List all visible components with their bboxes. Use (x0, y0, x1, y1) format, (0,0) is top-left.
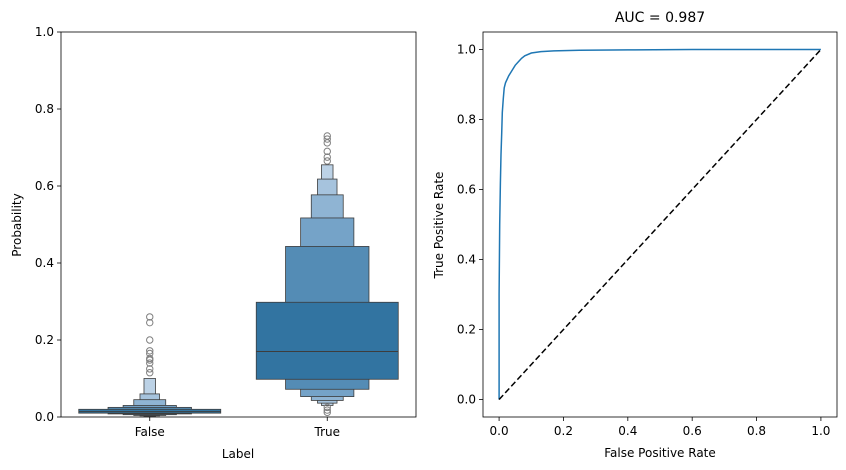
y-tick-label: 1.0 (35, 25, 54, 39)
x-tick-label: 0.0 (490, 424, 509, 438)
y-tick-label: 0.2 (457, 323, 476, 337)
y-tick-label: 0.0 (457, 393, 476, 407)
roc-curve-line (498, 48, 821, 400)
right-x-axis-label: False Positive Rate (604, 446, 716, 460)
x-tick-label: 0.6 (683, 424, 702, 438)
outlier-point (146, 318, 154, 327)
left-x-ticks: False True (135, 417, 340, 439)
outlier-point (146, 365, 154, 373)
outlier-point (323, 135, 331, 143)
left-y-axis-label: Probability (10, 193, 24, 256)
outlier-point (323, 403, 331, 412)
y-tick-label: 0.0 (35, 410, 54, 424)
right-y-ticks: 0.0 0.2 0.4 0.6 0.8 1.0 (457, 43, 483, 407)
left-x-axis-label: Label (222, 447, 254, 461)
y-tick-label: 0.2 (35, 333, 54, 347)
outlier-point (323, 408, 331, 417)
right-axes-frame (482, 31, 838, 418)
y-tick-label: 0.4 (35, 256, 54, 270)
left-axes-frame (60, 31, 417, 418)
x-tick-label: True (314, 425, 341, 439)
y-tick-label: 0.6 (35, 179, 54, 193)
x-tick-label: 0.4 (618, 424, 637, 438)
outlier-point (323, 147, 331, 156)
right-x-ticks: 0.0 0.2 0.4 0.6 0.8 1.0 (490, 417, 830, 438)
outlier-point (146, 356, 154, 364)
y-tick-label: 0.4 (457, 253, 476, 267)
right-chart-title: AUC = 0.987 (615, 10, 705, 26)
boxen-box (255, 301, 399, 380)
y-tick-label: 0.8 (35, 102, 54, 116)
y-tick-label: 0.6 (457, 183, 476, 197)
right-panel: AUC = 0.987 0.0 0.2 0.4 0.6 0.8 1.0 0.0 0.2 0.4… (432, 10, 838, 460)
y-tick-label: 0.8 (457, 113, 476, 127)
x-tick-label: 0.2 (554, 424, 573, 438)
outlier-point (146, 347, 154, 355)
x-tick-label: 1.0 (811, 424, 830, 438)
outlier-point (146, 359, 154, 367)
roc-lines (498, 48, 822, 401)
chance-diagonal-line (498, 48, 822, 401)
y-tick-label: 1.0 (457, 43, 476, 57)
outlier-point (323, 132, 331, 140)
outlier-point (323, 406, 331, 414)
boxen-marks (78, 132, 399, 417)
outlier-point (146, 336, 154, 344)
x-tick-label: 0.8 (747, 424, 766, 438)
outlier-point (323, 153, 331, 161)
left-panel: 0.0 0.2 0.4 0.6 0.8 1.0 False True Label Proba… (10, 25, 417, 461)
outlier-point (146, 369, 154, 377)
outlier-point (323, 157, 331, 165)
left-y-ticks: 0.0 0.2 0.4 0.6 0.8 1.0 (35, 25, 61, 424)
right-y-axis-label: True Positive Rate (432, 172, 446, 280)
outlier-point (323, 139, 331, 147)
outlier-point (146, 313, 154, 321)
x-tick-label: False (135, 425, 165, 439)
